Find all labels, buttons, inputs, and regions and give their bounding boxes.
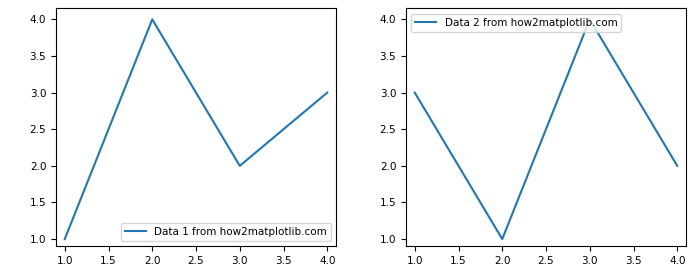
Legend: Data 1 from how2matplotlib.com: Data 1 from how2matplotlib.com bbox=[120, 223, 331, 241]
Data 2 from how2matplotlib.com bbox=[410, 91, 419, 94]
Legend: Data 2 from how2matplotlib.com: Data 2 from how2matplotlib.com bbox=[411, 14, 622, 32]
Data 1 from how2matplotlib.com bbox=[148, 18, 157, 21]
Data 1 from how2matplotlib.com bbox=[60, 237, 69, 241]
Data 2 from how2matplotlib.com bbox=[585, 18, 594, 21]
Data 1 from how2matplotlib.com bbox=[323, 91, 332, 94]
Line: Data 1 from how2matplotlib.com: Data 1 from how2matplotlib.com bbox=[64, 19, 328, 239]
Data 1 from how2matplotlib.com bbox=[235, 164, 244, 167]
Data 2 from how2matplotlib.com bbox=[498, 237, 507, 241]
Line: Data 2 from how2matplotlib.com: Data 2 from how2matplotlib.com bbox=[414, 19, 678, 239]
Data 2 from how2matplotlib.com bbox=[673, 164, 682, 167]
